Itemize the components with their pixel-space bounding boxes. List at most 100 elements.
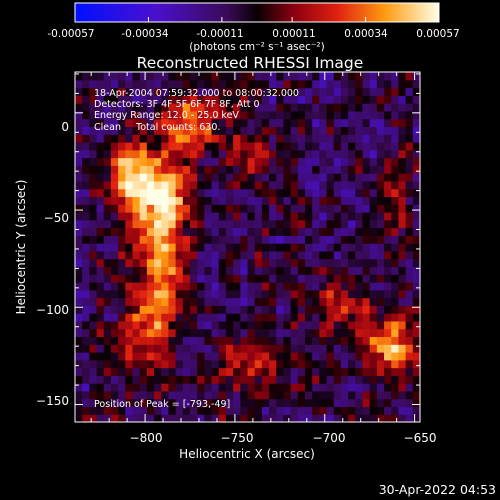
heatmap-cell: [405, 87, 414, 96]
heatmap-cell: [190, 134, 198, 143]
heatmap-cell: [297, 165, 306, 174]
heatmap-cell: [204, 289, 213, 299]
heatmap-cell: [391, 235, 400, 244]
heatmap-cell: [103, 196, 112, 205]
heatmap-cell: [82, 196, 90, 205]
heatmap-cell: [326, 149, 335, 159]
heatmap-cell: [319, 79, 328, 89]
heatmap-cell: [254, 289, 263, 299]
heatmap-cell: [190, 375, 198, 384]
heatmap-cell: [146, 227, 155, 236]
heatmap-cell: [146, 359, 155, 369]
heatmap-cell: [312, 414, 320, 422]
heatmap-cell: [261, 157, 270, 166]
heatmap-cell: [405, 414, 414, 422]
heatmap-cell: [190, 87, 198, 96]
heatmap-cell: [82, 250, 90, 260]
heatmap-cell: [240, 328, 249, 338]
heatmap-cell: [319, 274, 328, 283]
heatmap-cell: [182, 297, 191, 306]
heatmap-cell: [110, 406, 119, 415]
heatmap-cell: [391, 126, 400, 135]
heatmap-cell: [168, 398, 177, 408]
heatmap-cell: [305, 250, 313, 260]
heatmap-cell: [312, 352, 320, 361]
heatmap-cell: [89, 79, 98, 89]
heatmap-cell: [233, 79, 241, 89]
heatmap-cell: [333, 118, 342, 128]
heatmap-cell: [269, 110, 277, 120]
heatmap-cell: [225, 344, 234, 353]
heatmap-cell: [276, 266, 285, 275]
heatmap-cell: [391, 328, 400, 338]
heatmap-cell: [412, 95, 420, 104]
heatmap-cell: [391, 375, 400, 384]
heatmap-cell: [290, 344, 299, 353]
heatmap-cell: [211, 406, 220, 415]
heatmap-cell: [190, 398, 198, 408]
heatmap-cell: [161, 258, 170, 268]
heatmap-cell: [290, 305, 299, 314]
heatmap-cell: [175, 266, 184, 275]
heatmap-cell: [75, 204, 83, 213]
heatmap-cell: [139, 227, 148, 236]
heatmap-cell: [146, 142, 155, 151]
heatmap-cell: [398, 79, 407, 89]
heatmap-cell: [168, 149, 177, 159]
heatmap-cell: [355, 103, 364, 112]
y-axis-ticks: [75, 73, 420, 405]
heatmap-cell: [384, 383, 392, 392]
heatmap-cell: [240, 282, 249, 291]
heatmap-cell: [376, 282, 385, 291]
heatmap-cell: [312, 95, 320, 104]
heatmap-cell: [96, 383, 105, 392]
heatmap-cell: [233, 414, 241, 422]
heatmap-cell: [75, 227, 83, 236]
heatmap-cell: [161, 383, 170, 392]
heatmap-cell: [254, 414, 263, 422]
heatmap-cell: [190, 188, 198, 198]
heatmap-cell: [333, 320, 342, 330]
heatmap-cell: [204, 95, 213, 104]
heatmap-cell: [362, 266, 371, 275]
y-tick-label: 0: [61, 120, 69, 134]
heatmap-cell: [161, 352, 170, 361]
heatmap-cell: [175, 188, 184, 198]
heatmap-cell: [175, 126, 184, 135]
heatmap-cell: [412, 126, 420, 135]
heatmap-cell: [290, 297, 299, 306]
heatmap-cell: [204, 87, 213, 96]
heatmap-cell: [218, 204, 227, 213]
heatmap-cell: [89, 196, 98, 205]
heatmap-cell: [211, 196, 220, 205]
heatmap-cell: [297, 375, 306, 384]
heatmap-cell: [319, 352, 328, 361]
heatmap-cell: [283, 79, 292, 89]
heatmap-cell: [190, 250, 198, 260]
heatmap-cell: [398, 72, 407, 81]
heatmap-cell: [340, 219, 349, 229]
heatmap-cell: [204, 250, 213, 260]
heatmap-cell: [362, 79, 371, 89]
heatmap-cell: [218, 336, 227, 345]
heatmap-cell: [168, 126, 177, 135]
heatmap-cell: [261, 79, 270, 89]
heatmap-cell: [369, 406, 378, 415]
heatmap-cell: [340, 118, 349, 128]
heatmap-cell: [305, 406, 313, 415]
heatmap-cell: [182, 110, 191, 120]
heatmap-cell: [326, 79, 335, 89]
heatmap-cell: [240, 219, 249, 229]
heatmap-cell: [247, 282, 256, 291]
heatmap-cell: [269, 180, 277, 190]
heatmap-cell: [175, 235, 184, 244]
heatmap-cell: [247, 180, 256, 190]
heatmap-cell: [405, 110, 414, 120]
heatmap-cell: [96, 250, 105, 260]
heatmap-cell: [168, 173, 177, 182]
heatmap-cell: [326, 414, 335, 422]
heatmap-cell: [362, 414, 371, 422]
heatmap-cell: [290, 126, 299, 135]
heatmap-cell: [247, 165, 256, 174]
heatmap-cell: [89, 134, 98, 143]
